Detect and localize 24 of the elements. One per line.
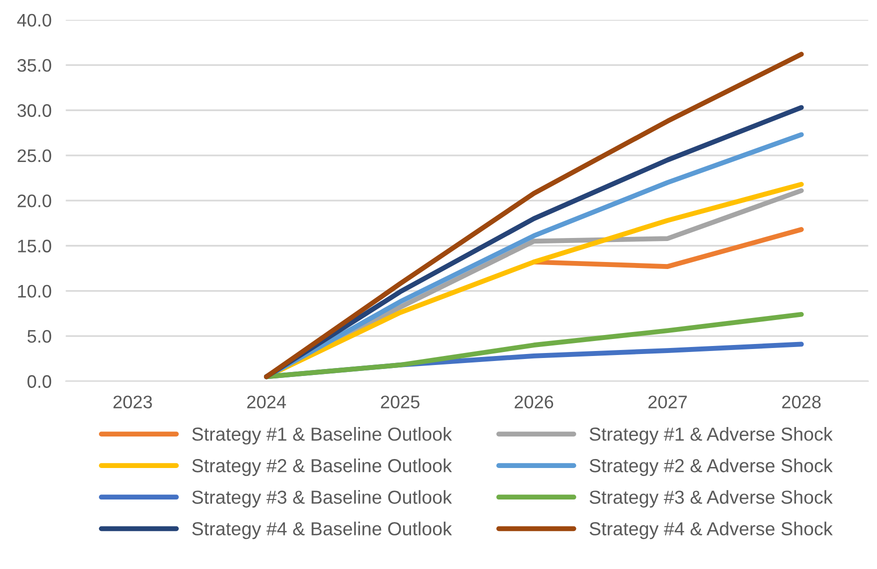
x-tick-label: 2025 bbox=[380, 396, 420, 408]
legend-label: Strategy #3 & Adverse Shock bbox=[590, 490, 833, 508]
line-series bbox=[264, 52, 804, 380]
y-tick-label: 30.0 bbox=[17, 104, 52, 117]
y-tick-label: 35.0 bbox=[17, 59, 52, 72]
legend-label: Strategy #4 & Baseline Outlook bbox=[192, 522, 452, 540]
x-tick-label: 2024 bbox=[247, 396, 286, 408]
y-tick-label: 0.0 bbox=[27, 375, 52, 388]
x-tick-label: 2023 bbox=[113, 396, 152, 408]
legend-label: Strategy #2 & Adverse Shock bbox=[590, 458, 833, 476]
legend-label: Strategy #4 & Adverse Shock bbox=[590, 522, 833, 540]
legend-label: Strategy #1 & Adverse Shock bbox=[590, 427, 833, 444]
legend-label: Strategy #1 & Baseline Outlook bbox=[192, 427, 452, 444]
x-tick-label: 2026 bbox=[514, 396, 554, 408]
legend-label: Strategy #2 & Baseline Outlook bbox=[192, 458, 452, 476]
y-tick-label: 40.0 bbox=[17, 14, 52, 27]
y-tick-label: 10.0 bbox=[18, 284, 52, 298]
x-tick-label: 2028 bbox=[782, 396, 821, 408]
y-tick-label: 5.0 bbox=[28, 330, 52, 343]
legend-label: Strategy #3 & Baseline Outlook bbox=[192, 490, 452, 508]
x-tick-label: 2027 bbox=[648, 396, 687, 408]
y-tick-label: 20.0 bbox=[18, 194, 52, 208]
y-tick-label: 15.0 bbox=[18, 240, 52, 252]
y-tick-label: 25.0 bbox=[18, 149, 52, 162]
